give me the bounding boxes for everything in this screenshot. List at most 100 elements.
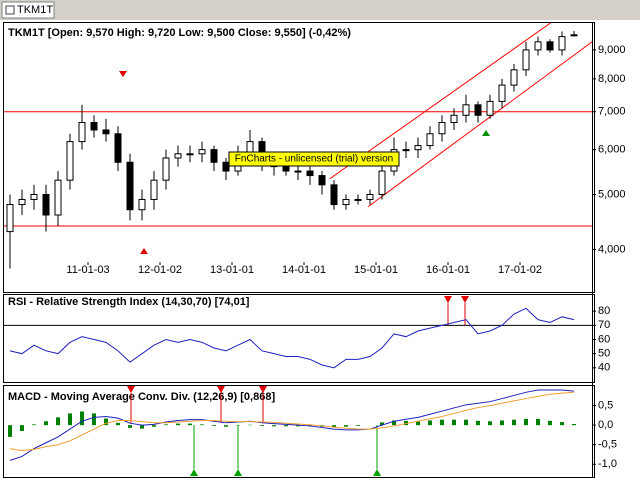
candle-body: [114, 133, 122, 163]
y-tick-label: 70: [598, 319, 610, 331]
histogram-bar: [56, 417, 60, 426]
histogram-bar: [548, 420, 552, 426]
histogram-bar: [428, 420, 432, 426]
histogram-bar: [416, 421, 420, 426]
y-tick-label: 4,000: [598, 243, 626, 255]
x-tick-label: 14-01-01: [282, 264, 326, 276]
tab-label: TKM1T: [17, 4, 53, 16]
histogram-bar: [152, 425, 156, 427]
histogram-bar: [452, 419, 456, 426]
candle-body: [306, 170, 314, 177]
candle-body: [54, 179, 62, 216]
plot-layer: 9,000 8,000 7,000 6,000 5,000 4,000 11-01-03 12…: [4, 23, 626, 470]
signal-line-up: [193, 425, 378, 469]
histogram-bar: [512, 419, 516, 426]
candle-body: [90, 122, 98, 131]
series-line: [9, 391, 575, 452]
watermark-box: [228, 151, 400, 167]
histogram-bar: [488, 421, 492, 426]
candle-body: [354, 198, 362, 201]
series-line: [9, 307, 575, 369]
candle-body: [402, 149, 410, 152]
y-tick-label: 8,000: [598, 73, 626, 85]
candle-body: [378, 170, 386, 195]
histogram-bar: [32, 424, 36, 426]
series-line: [9, 389, 575, 461]
candle-body: [6, 204, 14, 233]
x-tick-label: 16-01-01: [426, 264, 470, 276]
histogram-bar: [560, 422, 564, 426]
rsi-panel: [3, 294, 595, 383]
histogram-bar: [500, 420, 504, 426]
price-panel: [3, 22, 595, 293]
histogram-bar: [92, 413, 96, 426]
histogram-bar: [332, 425, 336, 428]
price-title: TKM1T [Open: 9,570 High: 9,720 Low: 9,50…: [8, 27, 351, 39]
buy-arrow: [482, 130, 490, 136]
histogram-bar: [164, 424, 168, 426]
y-tick-label: 0,0: [598, 419, 613, 431]
histogram-bar: [344, 425, 348, 427]
watermark: FnCharts - unlicensed (trial) version: [235, 154, 393, 165]
candle-body: [510, 69, 518, 86]
histogram-bar: [224, 425, 228, 427]
x-tick-label: 12-01-02: [138, 264, 182, 276]
histogram-bar: [524, 418, 528, 426]
candle-body: [474, 104, 482, 116]
y-tick-label: 6,000: [598, 144, 626, 156]
candle-body: [78, 122, 86, 143]
y-tick-label: 60: [598, 333, 610, 345]
tab[interactable]: [1, 1, 55, 19]
histogram-bar: [404, 420, 408, 426]
histogram-bar: [440, 419, 444, 426]
candle-body: [462, 104, 470, 116]
buy-arrow-red: [140, 248, 148, 254]
y-tick-label: -0,5: [598, 439, 617, 451]
histogram-bar: [8, 425, 12, 437]
candle-body: [102, 129, 110, 135]
histogram-bar: [80, 411, 84, 426]
candle-body: [534, 41, 542, 51]
candle-body: [342, 198, 350, 206]
candle-body: [414, 145, 422, 151]
candle-body: [210, 149, 218, 163]
candle-body: [330, 184, 338, 206]
histogram-bar: [188, 423, 192, 426]
candle-body: [198, 149, 206, 155]
histogram-bar: [68, 413, 72, 426]
histogram-bar: [116, 422, 120, 426]
candle-body: [366, 193, 374, 200]
candle-body: [486, 100, 494, 116]
x-tick-label: 11-01-03: [66, 264, 109, 276]
sell-arrow: [119, 71, 127, 77]
candle-body: [126, 161, 134, 211]
y-tick-label: 80: [598, 305, 610, 317]
candle-body: [546, 41, 554, 51]
candle-body: [282, 166, 290, 172]
x-tick-label: 13-01-01: [210, 264, 254, 276]
histogram-bar: [476, 420, 480, 426]
candle-body: [522, 49, 530, 71]
histogram-bar: [260, 425, 264, 426]
histogram-bar: [380, 422, 384, 426]
histogram-bar: [200, 424, 204, 426]
histogram-bar: [572, 423, 576, 426]
y-tick-label: 0,5: [598, 400, 613, 412]
y-tick-label: 40: [598, 362, 610, 374]
candle-body: [66, 141, 74, 181]
candle-body: [150, 179, 158, 200]
x-tick-label: 17-01-02: [498, 264, 542, 276]
y-tick-label: -1,0: [598, 458, 617, 470]
candle-body: [318, 175, 326, 186]
candle-body: [450, 114, 458, 124]
histogram-bar: [464, 419, 468, 426]
candle-body: [222, 161, 230, 172]
candle-body: [42, 193, 50, 216]
histogram-bar: [284, 425, 288, 427]
candle-body: [186, 153, 194, 156]
trend-line: [367, 41, 592, 207]
candle-body: [498, 84, 506, 102]
histogram-bar: [44, 421, 48, 426]
histogram-bar: [356, 425, 360, 426]
